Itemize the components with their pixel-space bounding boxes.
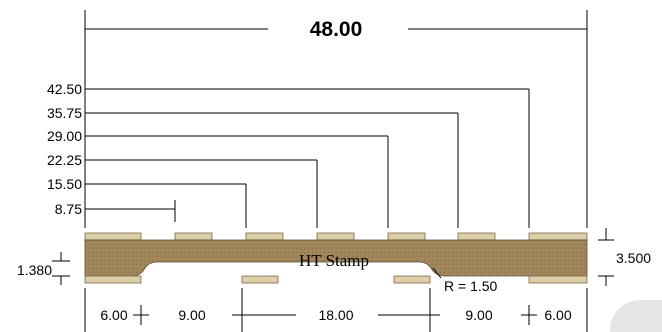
watermark-shape	[609, 299, 662, 332]
position-label-15-50: 15.50	[47, 176, 82, 192]
stamp-part-label: HT Stamp	[299, 251, 369, 270]
top-pad	[528, 232, 588, 241]
position-label-29-00: 29.00	[47, 128, 82, 144]
stamp-body	[84, 239, 588, 277]
bottom-pad	[528, 275, 588, 284]
thickness-label: 1.380	[17, 262, 52, 278]
bottom-dim-label: 6.00	[100, 307, 127, 323]
position-label-35-75: 35.75	[47, 105, 82, 121]
top-pad	[457, 232, 496, 241]
radius-leader	[432, 267, 442, 279]
top-pad	[316, 232, 355, 241]
position-label-22-25: 22.25	[47, 152, 82, 168]
bottom-pad	[393, 275, 431, 284]
bottom-dim-label: 9.00	[465, 307, 492, 323]
bottom-pad	[84, 275, 142, 284]
top-pad	[174, 232, 213, 241]
bottom-dim-label: 6.00	[544, 307, 571, 323]
top-pad	[84, 232, 142, 241]
height-label: 3.500	[616, 250, 651, 266]
bottom-pad	[241, 275, 279, 284]
top-pad	[245, 232, 284, 241]
bottom-dim-label: 18.00	[318, 307, 353, 323]
radius-label: R = 1.50	[444, 278, 498, 294]
bottom-dim-label: 9.00	[178, 307, 205, 323]
overall-width-label: 48.00	[310, 18, 363, 41]
top-pad	[387, 232, 426, 241]
position-label-42-50: 42.50	[47, 81, 82, 97]
position-label-8-75: 8.75	[55, 201, 82, 217]
